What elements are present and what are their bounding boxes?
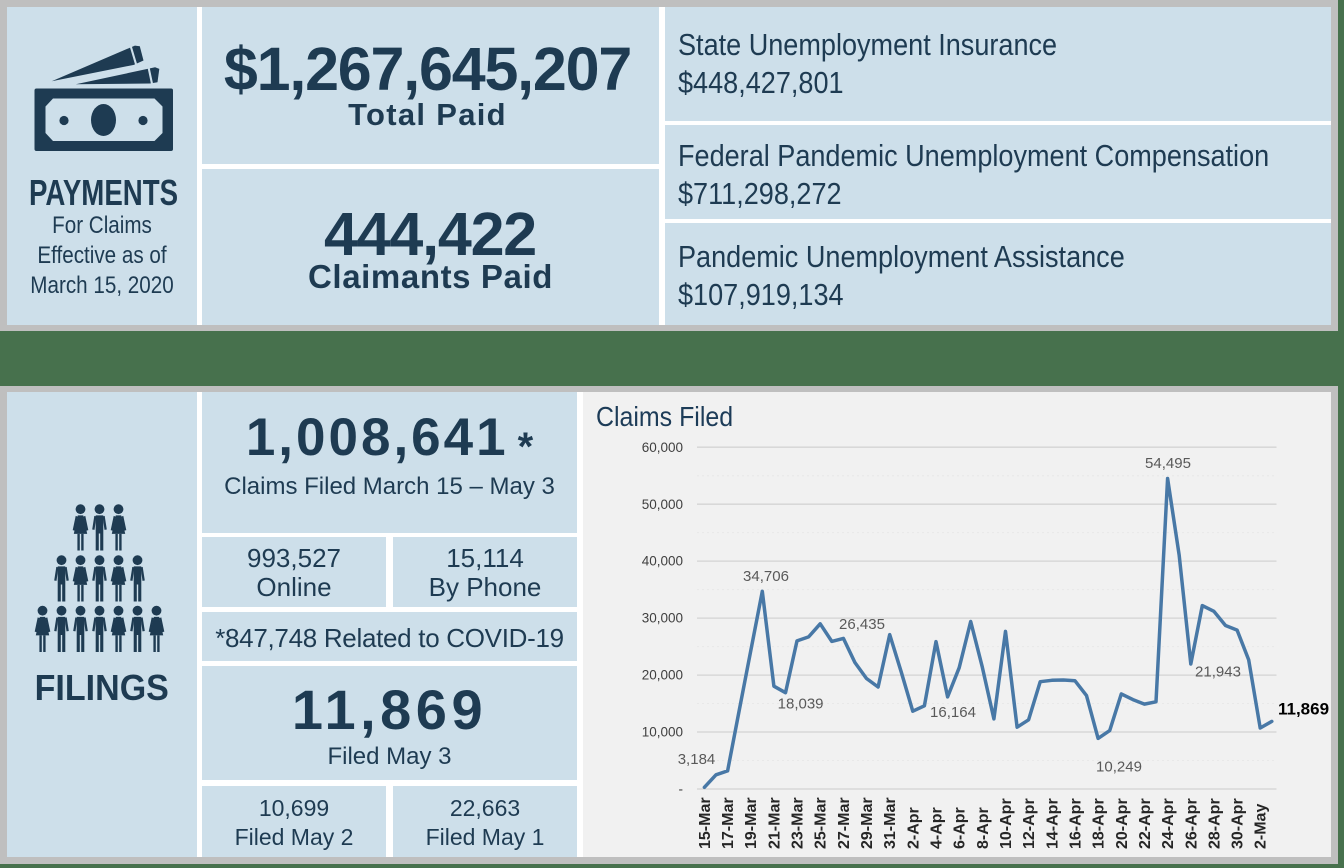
svg-text:20-Apr: 20-Apr bbox=[1114, 798, 1131, 849]
svg-text:26-Apr: 26-Apr bbox=[1183, 798, 1200, 849]
svg-text:2-Apr: 2-Apr bbox=[905, 807, 922, 849]
svg-text:21-Mar: 21-Mar bbox=[766, 797, 783, 849]
svg-text:10-Apr: 10-Apr bbox=[998, 798, 1015, 849]
svg-text:23-Mar: 23-Mar bbox=[790, 797, 807, 849]
svg-text:31-Mar: 31-Mar bbox=[882, 797, 899, 849]
svg-text:28-Apr: 28-Apr bbox=[1206, 798, 1223, 849]
svg-text:17-Mar: 17-Mar bbox=[720, 797, 737, 849]
svg-text:29-Mar: 29-Mar bbox=[859, 797, 876, 849]
svg-text:25-Mar: 25-Mar bbox=[813, 797, 830, 849]
svg-text:18,039: 18,039 bbox=[778, 696, 824, 713]
svg-text:6-Apr: 6-Apr bbox=[952, 807, 969, 849]
svg-text:22-Apr: 22-Apr bbox=[1137, 798, 1154, 849]
svg-text:-: - bbox=[679, 782, 684, 797]
svg-text:3,184: 3,184 bbox=[678, 751, 716, 768]
svg-text:54,495: 54,495 bbox=[1145, 455, 1191, 472]
svg-text:30,000: 30,000 bbox=[642, 611, 683, 626]
svg-text:21,943: 21,943 bbox=[1195, 664, 1241, 681]
svg-text:19-Mar: 19-Mar bbox=[743, 797, 760, 849]
svg-text:40,000: 40,000 bbox=[642, 554, 683, 569]
svg-text:18-Apr: 18-Apr bbox=[1091, 798, 1108, 849]
svg-text:11,869: 11,869 bbox=[1278, 700, 1329, 719]
svg-text:30-Apr: 30-Apr bbox=[1230, 798, 1247, 849]
svg-text:60,000: 60,000 bbox=[642, 440, 683, 455]
svg-text:16,164: 16,164 bbox=[930, 704, 976, 721]
svg-text:26,435: 26,435 bbox=[839, 616, 885, 633]
svg-text:34,706: 34,706 bbox=[743, 568, 789, 585]
svg-text:27-Mar: 27-Mar bbox=[836, 797, 853, 849]
svg-text:8-Apr: 8-Apr bbox=[975, 807, 992, 849]
svg-text:10,249: 10,249 bbox=[1096, 759, 1142, 776]
svg-text:15-Mar: 15-Mar bbox=[697, 797, 714, 849]
svg-text:4-Apr: 4-Apr bbox=[929, 807, 946, 849]
svg-text:10,000: 10,000 bbox=[642, 725, 683, 740]
svg-text:16-Apr: 16-Apr bbox=[1068, 798, 1085, 849]
svg-text:14-Apr: 14-Apr bbox=[1044, 798, 1061, 849]
svg-text:20,000: 20,000 bbox=[642, 668, 683, 683]
svg-text:2-May: 2-May bbox=[1253, 804, 1270, 849]
svg-text:50,000: 50,000 bbox=[642, 497, 683, 512]
svg-text:12-Apr: 12-Apr bbox=[1021, 798, 1038, 849]
svg-text:24-Apr: 24-Apr bbox=[1160, 798, 1177, 849]
